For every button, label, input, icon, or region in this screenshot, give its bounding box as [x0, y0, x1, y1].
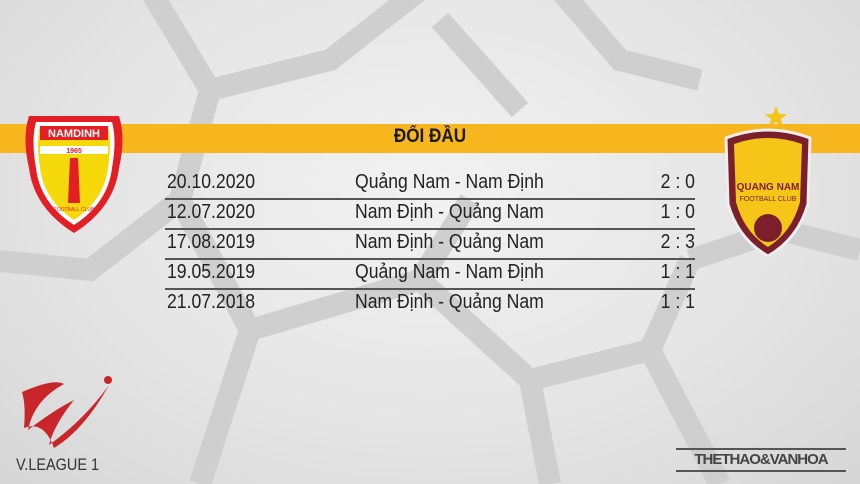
match-fixture: Quảng Nam - Nam Định	[355, 261, 544, 283]
logo-subtitle: FOOTBALL CLUB	[54, 207, 95, 213]
match-score: 2 : 0	[660, 171, 695, 193]
star-icon	[765, 106, 787, 127]
logo-subtitle: FOOTBALL CLUB	[740, 196, 797, 203]
match-score: 1 : 0	[660, 201, 695, 223]
match-score: 1 : 1	[660, 291, 695, 313]
row-divider	[165, 288, 695, 290]
row-divider	[165, 198, 695, 200]
table-row: 20.10.2020 Quảng Nam - Nam Định 2 : 0	[165, 168, 695, 198]
table-row: 19.05.2019 Quảng Nam - Nam Định 1 : 1	[165, 258, 695, 288]
page-title: ĐỐI ĐẦU	[393, 126, 467, 147]
logo-text: QUANG NAM	[737, 182, 800, 193]
match-date: 17.08.2019	[167, 231, 256, 253]
vleague-logo	[22, 376, 112, 448]
row-divider	[165, 228, 695, 230]
match-score: 1 : 1	[660, 261, 695, 283]
match-score: 2 : 3	[660, 231, 695, 253]
quang-nam-logo: QUANG NAM FOOTBALL CLUB	[724, 106, 812, 258]
row-divider	[165, 258, 695, 260]
match-fixture: Nam Định - Quảng Nam	[355, 231, 544, 253]
table-row: 21.07.2018 Nam Định - Quảng Nam 1 : 1	[165, 288, 695, 318]
match-fixture: Nam Định - Quảng Nam	[355, 201, 544, 223]
table-row: 17.08.2019 Nam Định - Quảng Nam 2 : 3	[165, 228, 695, 258]
match-date: 12.07.2020	[167, 201, 256, 223]
match-fixture: Nam Định - Quảng Nam	[355, 291, 544, 313]
logo-year: 1965	[66, 148, 82, 155]
match-date: 21.07.2018	[167, 291, 256, 313]
match-date: 19.05.2019	[167, 261, 256, 283]
nam-dinh-logo: NAMDINH 1965 FOOTBALL CLUB	[25, 116, 123, 233]
match-date: 20.10.2020	[167, 171, 256, 193]
league-name: V.LEAGUE 1	[16, 455, 100, 474]
table-row: 12.07.2020 Nam Định - Quảng Nam 1 : 0	[165, 198, 695, 228]
title-bar	[0, 124, 860, 153]
brand-logo: THETHAO&VANHOA	[676, 448, 846, 472]
match-fixture: Quảng Nam - Nam Định	[355, 171, 544, 193]
logo-text: NAMDINH	[48, 128, 100, 140]
